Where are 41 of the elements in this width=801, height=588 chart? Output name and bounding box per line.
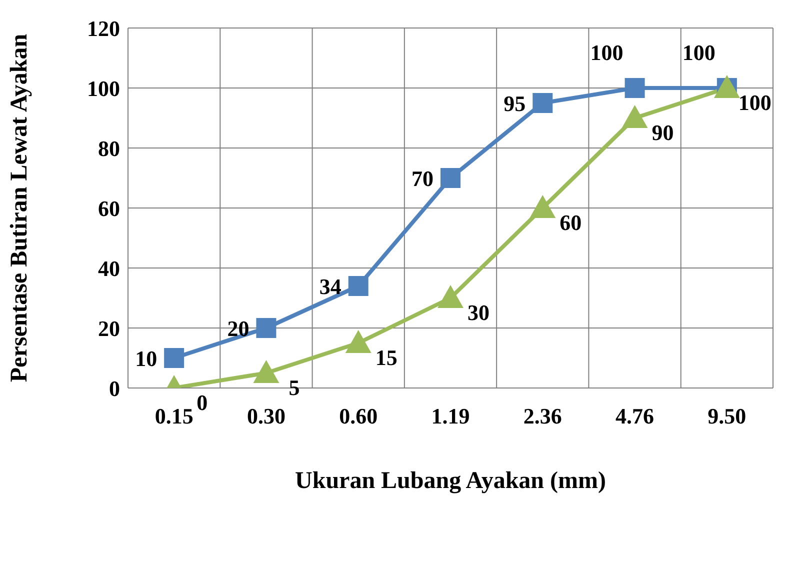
data-label: 10 bbox=[135, 346, 158, 371]
data-label: 15 bbox=[375, 345, 398, 370]
point bbox=[532, 93, 553, 113]
y-axis-title: Persentase Butiran Lewat Ayakan bbox=[6, 34, 33, 382]
y-tick-label: 100 bbox=[87, 76, 120, 101]
data-label: 100 bbox=[682, 40, 716, 65]
data-label: 100 bbox=[590, 40, 624, 65]
data-label: 60 bbox=[560, 210, 582, 235]
point bbox=[256, 318, 276, 338]
data-label: 100 bbox=[738, 90, 772, 115]
y-tick-label: 40 bbox=[98, 256, 120, 281]
y-tick-label: 60 bbox=[98, 196, 120, 221]
point bbox=[164, 348, 184, 368]
x-tick-label: 4.76 bbox=[616, 404, 654, 429]
x-axis-title: Ukuran Lubang Ayakan (mm) bbox=[295, 468, 606, 494]
y-tick-label: 0 bbox=[109, 376, 120, 401]
x-tick-label: 9.50 bbox=[708, 404, 746, 429]
point bbox=[530, 195, 556, 218]
data-label: 95 bbox=[504, 91, 526, 116]
x-tick-label: 0.60 bbox=[339, 404, 378, 429]
x-tick-label: 1.19 bbox=[431, 404, 470, 429]
data-label: 0 bbox=[196, 390, 208, 415]
point bbox=[345, 330, 372, 353]
point bbox=[624, 78, 645, 98]
data-label: 30 bbox=[468, 300, 490, 325]
data-label: 34 bbox=[319, 274, 342, 299]
x-tick-label: 0.30 bbox=[246, 404, 286, 429]
y-tick-label: 20 bbox=[98, 316, 120, 341]
y-tick-label: 80 bbox=[98, 136, 120, 161]
point bbox=[622, 105, 648, 128]
point bbox=[438, 285, 464, 308]
point bbox=[440, 168, 460, 188]
data-label: 70 bbox=[412, 166, 434, 191]
x-tick-label: 0.15 bbox=[154, 404, 194, 429]
data-label: 20 bbox=[227, 316, 250, 341]
point bbox=[253, 360, 280, 383]
x-tick-label: 2.36 bbox=[523, 404, 562, 429]
point bbox=[348, 276, 368, 296]
y-tick-label: 120 bbox=[87, 16, 120, 41]
data-label: 90 bbox=[652, 120, 674, 145]
data-label: 5 bbox=[288, 375, 300, 400]
